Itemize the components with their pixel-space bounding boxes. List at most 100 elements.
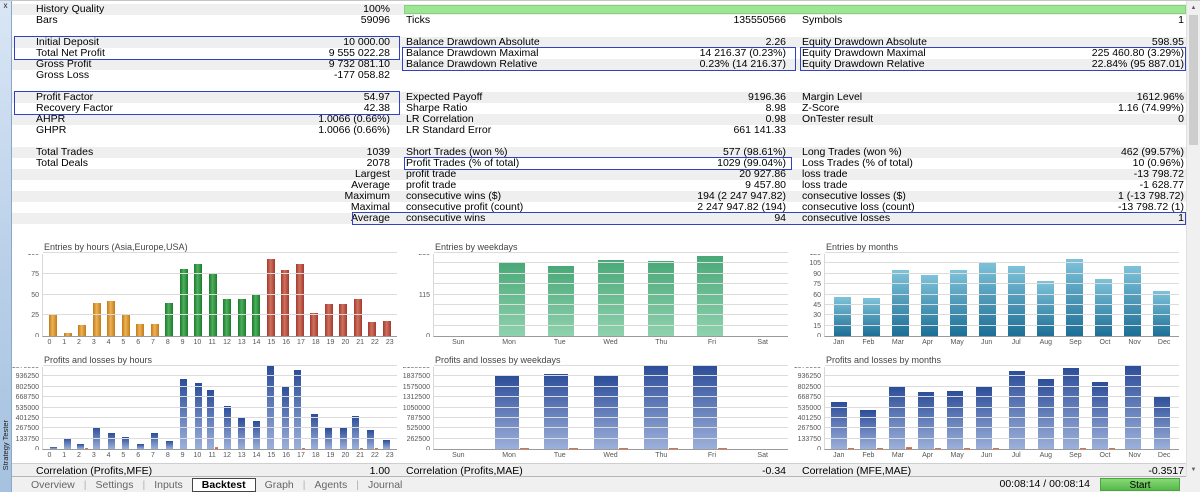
stat-value: 1.00 <box>370 465 390 477</box>
stat-value: -13 798.72 (1) <box>1118 202 1184 213</box>
x-tick-label: Sat <box>737 451 788 461</box>
tab-backtest[interactable]: Backtest <box>192 478 256 492</box>
x-tick-label: Feb <box>854 451 884 461</box>
stat-row: Maximumconsecutive wins ($)194 (2 247 94… <box>12 191 1187 202</box>
tabs: Overview|Settings|InputsBacktestGraph|Ag… <box>22 478 411 492</box>
profit-bar <box>50 447 57 449</box>
x-tick-label: 19 <box>323 451 338 461</box>
bar-slot <box>264 254 279 336</box>
x-tick-label: 7 <box>146 451 161 461</box>
stat-row: Maximalconsecutive profit (count)2 247 9… <box>12 202 1187 213</box>
tab-agents[interactable]: Agents <box>306 478 357 492</box>
stat-cell: Maximal <box>12 202 390 213</box>
y-tick-label: 1050000 <box>403 405 430 412</box>
y-tick-label: 60 <box>794 292 821 299</box>
vertical-scrollbar[interactable]: ▲ ▼ <box>1186 1 1200 477</box>
y-tick-label: 1312500 <box>403 394 430 401</box>
x-tick-label: Aug <box>1031 451 1061 461</box>
scroll-up-icon[interactable]: ▲ <box>1187 2 1200 14</box>
profit-bar <box>122 437 129 449</box>
bar-slot <box>104 254 119 336</box>
stat-value: 1.0066 (0.66%) <box>318 125 390 136</box>
entries-bar <box>368 322 376 336</box>
x-tick-label: 19 <box>323 338 338 348</box>
profit-bar <box>383 440 390 449</box>
scrollbar-thumb[interactable] <box>1189 15 1198 145</box>
profit-bar <box>166 441 173 449</box>
x-tick-label: 3 <box>86 451 101 461</box>
x-tick-label: 3 <box>86 338 101 348</box>
y-tick-label: 25 <box>12 312 39 319</box>
stat-row: Profit Factor54.97Expected Payoff9196.36… <box>12 92 1187 103</box>
x-tick-label: 20 <box>338 338 353 348</box>
profit-bar <box>693 366 717 449</box>
y-axis: 2100000183750015750001312500105000078750… <box>403 367 433 450</box>
close-icon[interactable]: x <box>1 1 10 11</box>
gridline <box>434 407 788 408</box>
bar-slot <box>162 254 177 336</box>
stat-label: consecutive wins <box>406 213 485 224</box>
tab-journal[interactable]: Journal <box>359 478 411 492</box>
chart-pl-by-weekdays: Profits and losses by weekdays2100000183… <box>403 354 794 462</box>
x-tick-label: 9 <box>175 338 190 348</box>
x-tick-label: Oct <box>1090 338 1120 348</box>
start-button[interactable]: Start <box>1100 478 1180 491</box>
loss-bar <box>1109 448 1115 449</box>
stat-cell: profit trade20 927.86 <box>406 169 786 180</box>
x-tick-label: Mar <box>883 338 913 348</box>
y-tick-label: 133750 <box>12 436 39 443</box>
profit-bar <box>947 391 963 449</box>
stat-cell: OnTester result0 <box>802 114 1184 125</box>
scroll-down-icon[interactable]: ▼ <box>1187 464 1200 476</box>
x-tick-label: 17 <box>294 451 309 461</box>
stat-cell: Bars59096 <box>12 15 390 26</box>
profit-bar <box>1154 396 1170 449</box>
bar-slot <box>61 254 76 336</box>
y-tick-label: 0 <box>794 333 821 337</box>
stat-value: 59096 <box>361 15 390 26</box>
stat-value: -0.34 <box>762 465 786 477</box>
x-tick-label: Fri <box>687 338 738 348</box>
entries-bar <box>1095 279 1112 336</box>
stat-value: 661 141.33 <box>733 125 786 136</box>
y-tick-label: 0 <box>794 446 821 450</box>
stat-cell: GHPR1.0066 (0.66%) <box>12 125 390 136</box>
entries-bar <box>122 314 130 336</box>
gridline <box>434 396 788 397</box>
y-tick-label: 30 <box>794 312 821 319</box>
tab-settings[interactable]: Settings <box>87 478 143 492</box>
stat-value: 94 <box>774 213 786 224</box>
loss-bar <box>993 448 999 449</box>
entries-bar <box>165 303 173 336</box>
tab-overview[interactable]: Overview <box>22 478 84 492</box>
y-tick-label: 50 <box>12 292 39 299</box>
stat-row: Averageconsecutive wins94consecutive los… <box>12 213 1187 224</box>
stat-value: Average <box>351 213 390 224</box>
gridline <box>434 438 788 439</box>
stat-label: Correlation (Profits,MAE) <box>406 465 523 477</box>
bar-slot <box>220 254 235 336</box>
loss-bar <box>906 447 912 449</box>
entries-bar <box>281 270 289 336</box>
entries-bar <box>136 324 144 336</box>
stat-row: Total Deals2078Profit Trades (% of total… <box>12 158 1187 169</box>
stat-cell: Balance Drawdown Relative0.23% (14 216.3… <box>406 59 786 70</box>
x-tick-label: Jan <box>824 338 854 348</box>
gridline <box>434 417 788 418</box>
entries-bar <box>49 314 57 336</box>
profit-bar <box>253 421 260 449</box>
stat-row: Largestprofit trade20 927.86loss trade-1… <box>12 169 1187 180</box>
x-tick-label: Tue <box>534 451 585 461</box>
entries-bar <box>892 270 909 336</box>
stat-label: Correlation (MFE,MAE) <box>802 465 911 477</box>
tab-inputs[interactable]: Inputs <box>145 478 192 492</box>
statistics-table: History Quality100%Bars59096Ticks1355505… <box>12 1 1187 235</box>
stat-value: 22.84% (95 887.01) <box>1092 59 1184 70</box>
plot-area <box>433 254 788 337</box>
x-tick-label: 0 <box>42 451 57 461</box>
x-tick-label: Sun <box>433 451 484 461</box>
chart-entries-by-hours: Entries by hours (Asia,Europe,USA)100755… <box>12 241 403 349</box>
tab-graph[interactable]: Graph <box>256 478 303 492</box>
x-tick-label: 18 <box>308 451 323 461</box>
panel-title: Strategy Tester <box>1 420 10 470</box>
